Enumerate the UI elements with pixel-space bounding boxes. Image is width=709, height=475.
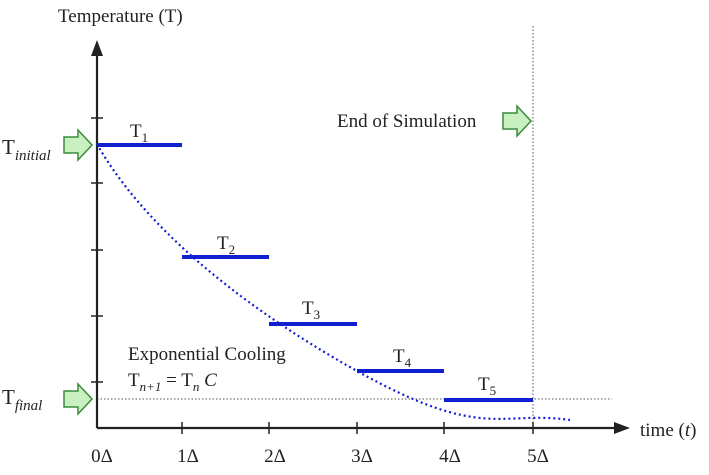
x-tick-label: 0Δ (91, 446, 113, 467)
t-final-arrow-icon (63, 382, 94, 416)
x-tick-label: 1Δ (177, 446, 199, 467)
end-of-simulation-label: End of Simulation (337, 111, 477, 132)
y-axis-arrowhead (91, 40, 103, 56)
formula-equation: Tn+1 = Tn C (128, 370, 217, 394)
exponential-cooling-curve (96, 143, 571, 422)
step-label-t5: T5 (478, 374, 496, 398)
x-axis-ticks (181, 422, 534, 434)
step-label-t2: T2 (217, 233, 235, 257)
x-tick-label: 5Δ (527, 446, 549, 467)
formula-title: Exponential Cooling (128, 344, 286, 365)
y-axis-label: Temperature (T) (58, 6, 183, 27)
step-label-t3: T3 (302, 298, 320, 322)
t-final-label: Tfinal (2, 385, 42, 414)
end-of-simulation-arrow-icon (502, 104, 533, 138)
step-bars (97, 143, 533, 402)
step-label-t4: T4 (393, 346, 412, 370)
x-axis-arrowhead (614, 422, 630, 434)
x-tick-label: 2Δ (264, 446, 286, 467)
x-tick-label: 4Δ (439, 446, 461, 467)
x-tick-label: 3Δ (351, 446, 373, 467)
x-tick-labels: 0Δ 1Δ 2Δ 3Δ 4Δ 5Δ (91, 446, 549, 467)
step-label-t1: T1 (130, 121, 148, 145)
t-initial-arrow-icon (63, 128, 94, 162)
x-axis-label: time (t) (640, 420, 696, 441)
y-axis-ticks (91, 117, 103, 383)
t-initial-label: Tinitial (2, 135, 51, 164)
